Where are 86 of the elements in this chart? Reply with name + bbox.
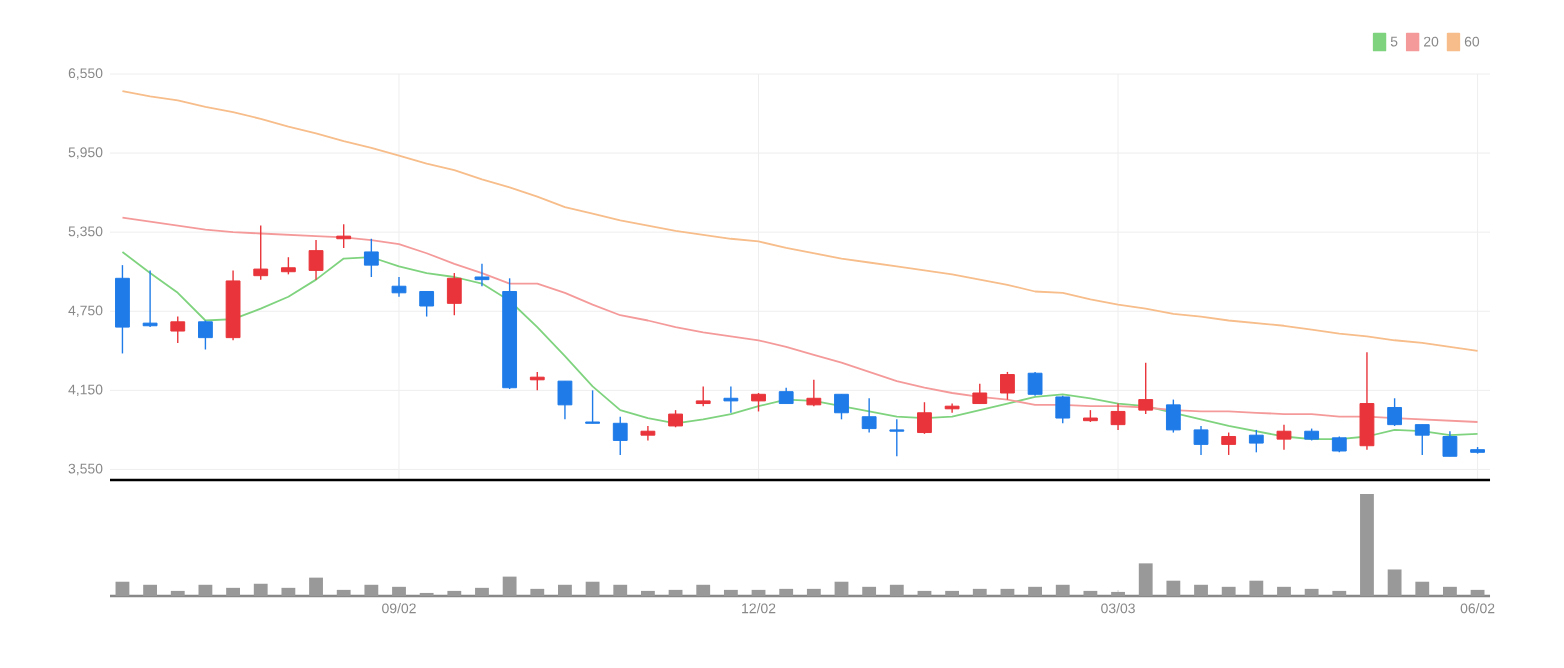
bar	[668, 589, 683, 596]
bar	[945, 590, 960, 596]
bar	[1194, 584, 1208, 596]
bar	[779, 588, 794, 596]
bar	[1470, 589, 1485, 596]
candlestick	[1165, 398, 1181, 434]
candlestick	[972, 383, 988, 405]
bar	[613, 584, 628, 596]
bar	[226, 587, 240, 596]
bar	[1415, 581, 1430, 596]
candlestick	[170, 315, 186, 344]
bar	[143, 584, 158, 596]
candlestick	[363, 238, 379, 278]
candlestick	[917, 401, 932, 435]
bar	[1000, 588, 1015, 596]
candlestick	[695, 385, 711, 407]
bar	[309, 577, 323, 596]
candlestick	[640, 425, 656, 442]
bar	[1332, 590, 1347, 596]
bar	[364, 584, 379, 596]
candlestick	[612, 416, 628, 456]
bar	[281, 587, 296, 596]
candlestick	[889, 418, 905, 457]
candlestick	[142, 269, 158, 328]
bar	[1443, 586, 1457, 596]
candlestick	[557, 380, 573, 421]
candlestick	[308, 239, 324, 281]
candlestick	[1138, 361, 1154, 415]
candlestick	[1248, 429, 1264, 454]
bar	[530, 588, 545, 596]
bar	[336, 589, 351, 596]
bar	[392, 586, 406, 596]
candlestick	[391, 276, 407, 298]
candlestick	[1221, 431, 1237, 456]
bar	[198, 584, 213, 596]
bar	[1360, 493, 1374, 596]
candlestick	[806, 379, 822, 407]
candlestick	[585, 389, 601, 425]
candlestick	[419, 290, 435, 318]
candlestick	[253, 224, 269, 281]
bar	[1249, 580, 1264, 596]
candlestick	[1000, 371, 1015, 401]
candlestick	[1193, 425, 1209, 456]
bar	[558, 584, 572, 596]
bar	[640, 590, 655, 596]
candlestick	[446, 272, 462, 316]
candlestick	[1442, 430, 1458, 457]
bar	[1166, 580, 1181, 596]
bar	[253, 583, 268, 596]
candlestick	[198, 319, 213, 351]
bar	[751, 589, 766, 596]
bar	[723, 589, 738, 596]
candlestick	[1387, 397, 1403, 427]
candlestick	[336, 223, 352, 249]
bar	[1083, 590, 1098, 596]
candlestick	[1027, 371, 1043, 397]
candlestick	[834, 393, 849, 421]
bar	[447, 590, 462, 596]
candlestick	[1055, 394, 1071, 425]
bar	[1221, 586, 1236, 596]
bar	[1277, 586, 1291, 596]
candlestick	[751, 392, 766, 413]
bar	[1304, 588, 1319, 596]
bar	[170, 590, 185, 596]
bar	[1055, 584, 1070, 596]
bar	[1387, 569, 1402, 596]
candlestick	[1110, 402, 1126, 431]
bar	[862, 586, 877, 596]
candlestick	[474, 263, 490, 287]
candlestick	[861, 397, 877, 434]
candlestick	[1414, 423, 1430, 456]
candlestick	[1276, 423, 1292, 451]
bar	[696, 584, 711, 596]
bar	[115, 581, 130, 596]
bar	[889, 584, 904, 596]
bar	[806, 588, 821, 596]
bar	[475, 587, 489, 596]
bar	[917, 590, 932, 596]
candlestick	[723, 385, 739, 414]
bar	[1138, 563, 1153, 596]
bar	[585, 581, 600, 596]
bar	[1028, 586, 1042, 596]
candlestick	[1359, 351, 1375, 451]
bar	[502, 576, 517, 596]
bar	[834, 581, 849, 596]
bar	[972, 588, 987, 596]
